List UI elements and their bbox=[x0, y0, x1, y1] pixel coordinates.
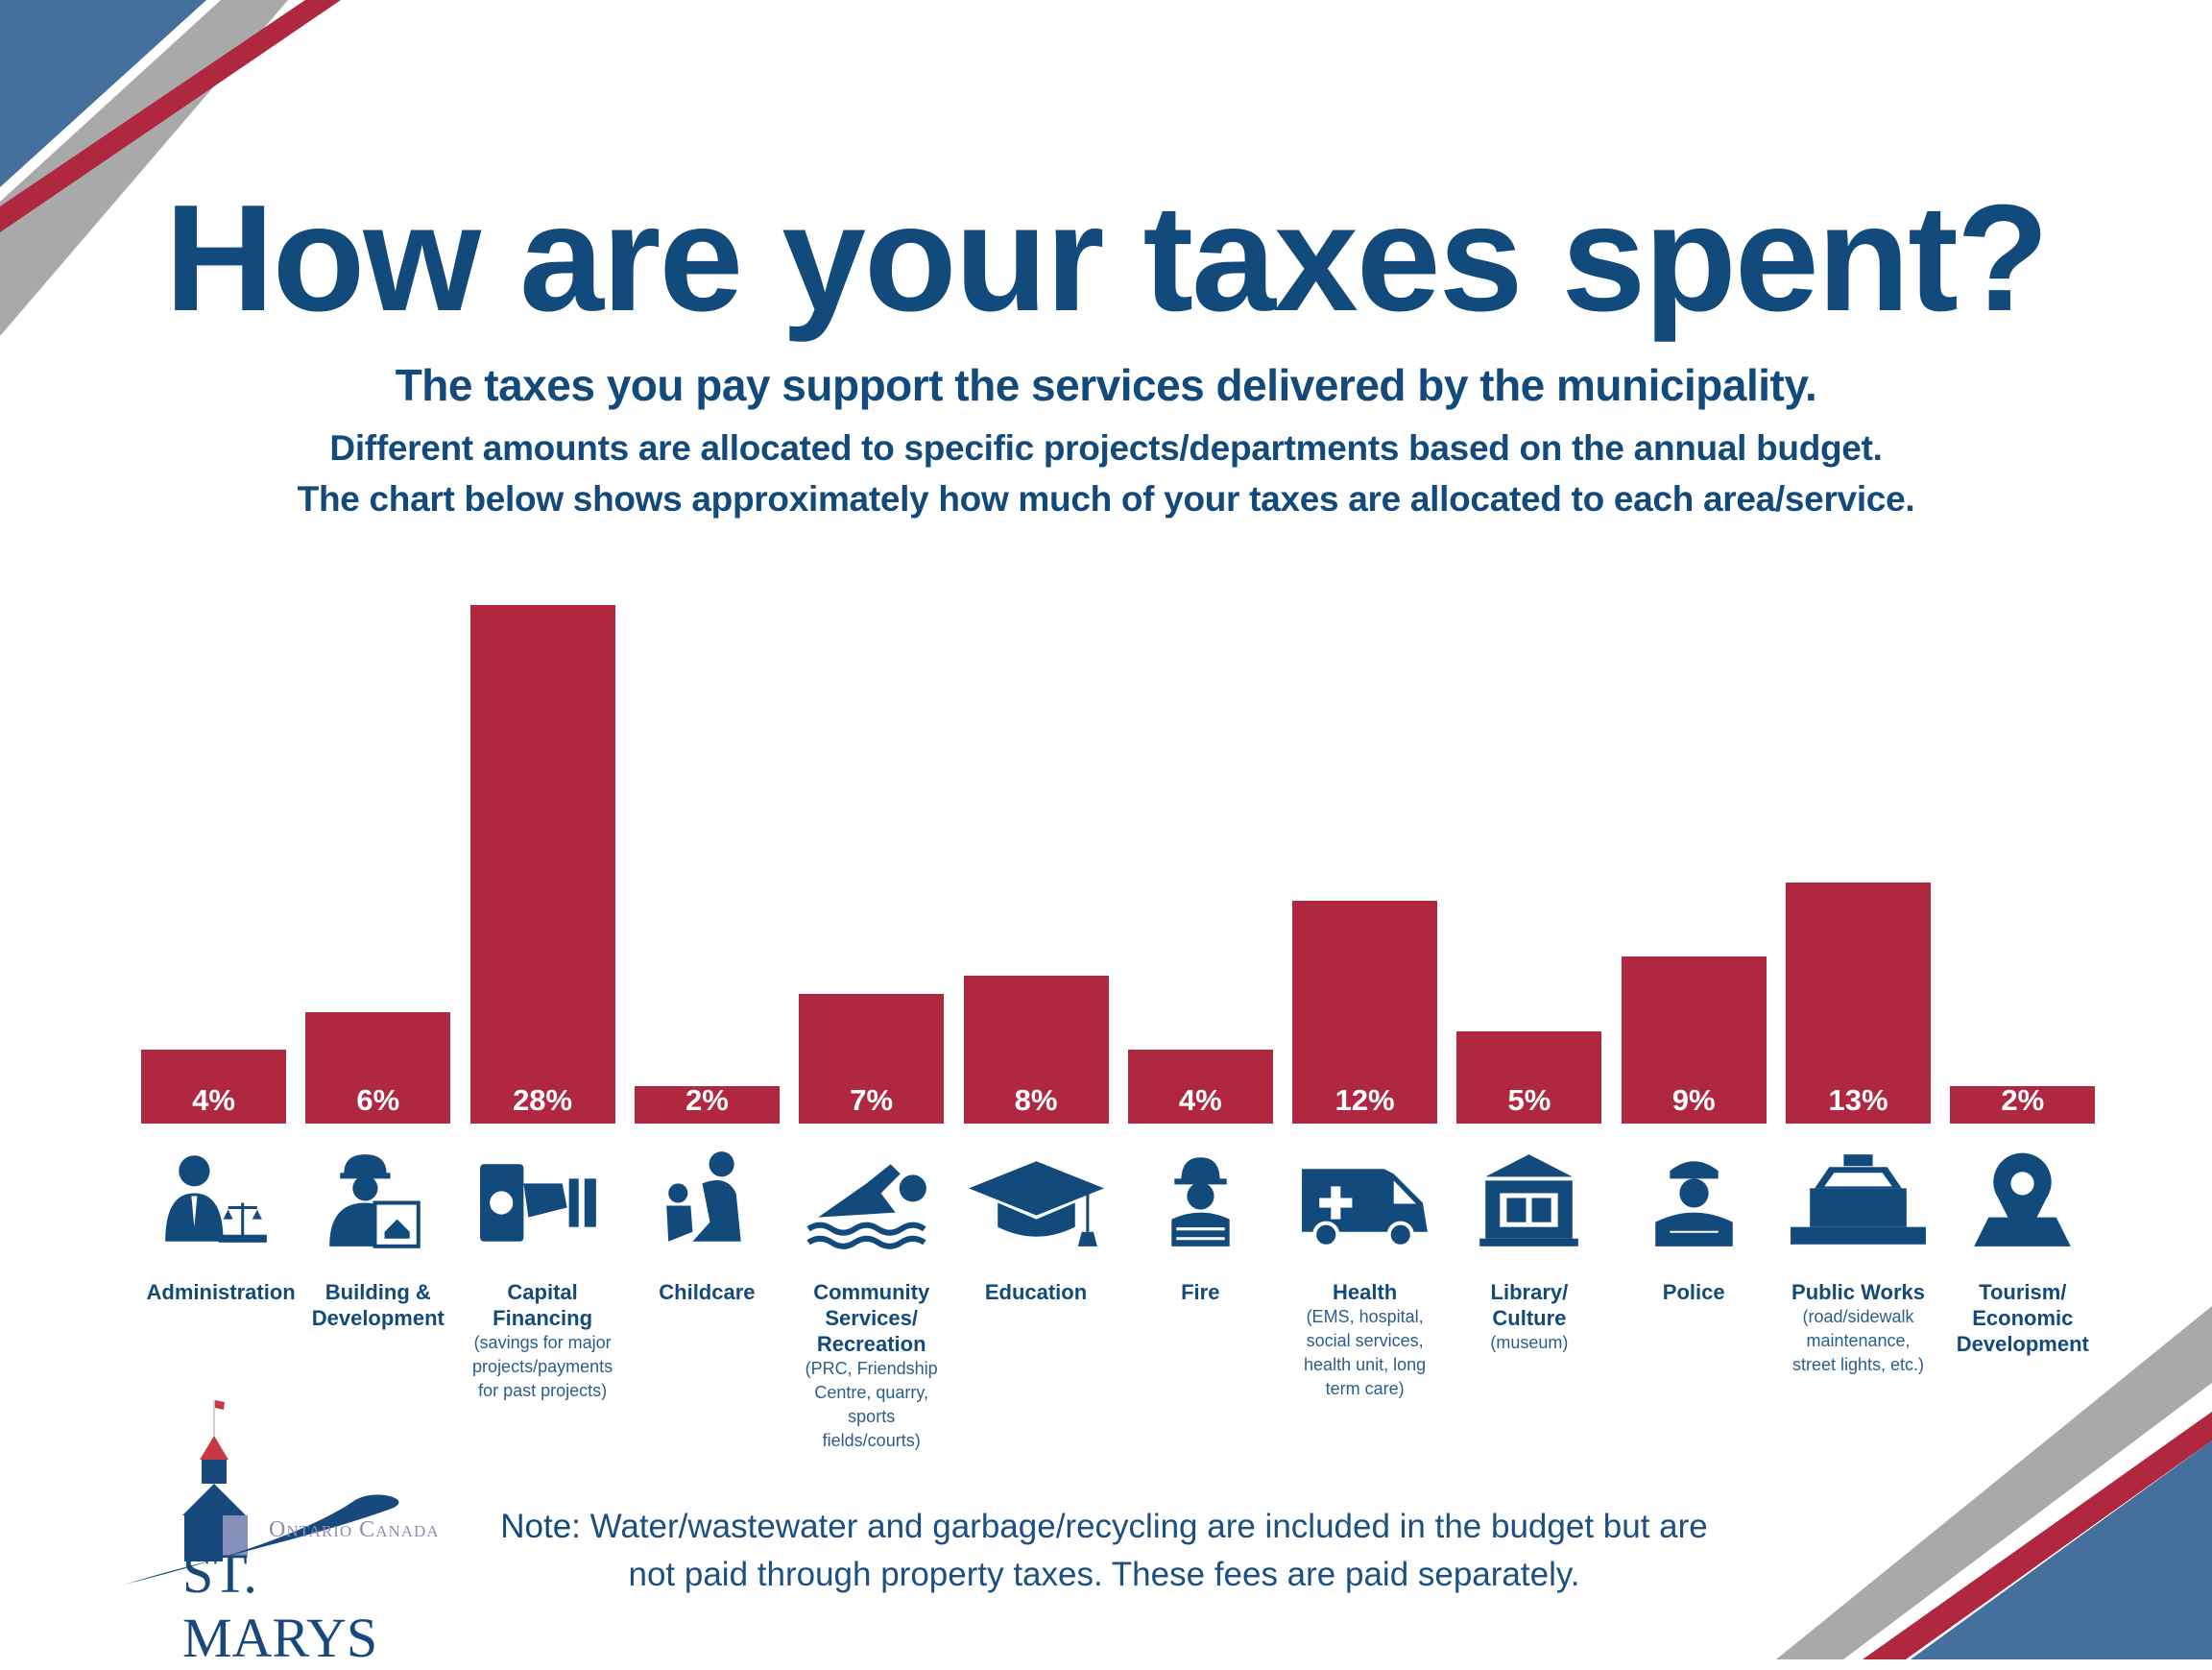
top-left-red-stripe bbox=[0, 0, 341, 232]
st-marys-logo: Ontario Canada ST. MARYS bbox=[125, 1392, 461, 1669]
logo-town-name: ST. MARYS bbox=[182, 1542, 378, 1669]
logo-region-text: Ontario Canada bbox=[269, 1517, 440, 1542]
description-line-2: The chart below shows approximately how … bbox=[297, 479, 1915, 519]
description-line-1: Different amounts are allocated to speci… bbox=[329, 428, 1883, 468]
note-label: Note: bbox=[500, 1508, 581, 1545]
note-text: Water/wastewater and garbage/recycling a… bbox=[580, 1508, 1708, 1593]
footnote: Note: Water/wastewater and garbage/recyc… bbox=[480, 1503, 1728, 1599]
top-left-blue-triangle bbox=[0, 0, 206, 187]
bottom-right-gray-stripe bbox=[1776, 1306, 2212, 1659]
page-title: How are your taxes spent? bbox=[164, 174, 2050, 343]
town-hall-tower-icon bbox=[125, 1400, 399, 1585]
bottom-right-blue-triangle bbox=[1911, 1440, 2212, 1659]
subtitle: The taxes you pay support the services d… bbox=[395, 360, 1817, 410]
bottom-right-red-stripe bbox=[1863, 1412, 2212, 1659]
